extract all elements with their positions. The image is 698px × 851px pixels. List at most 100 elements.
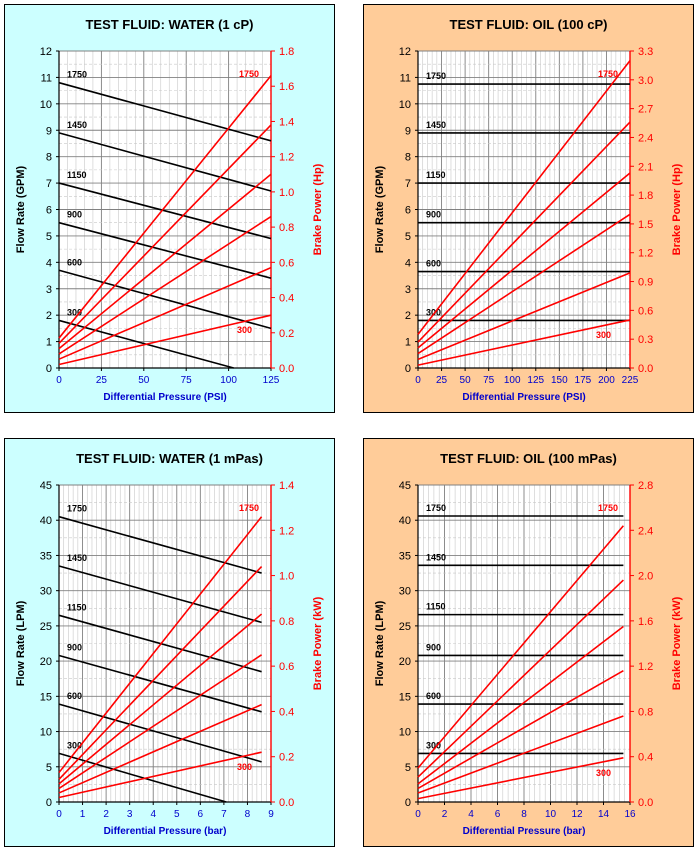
flow-label: 600 xyxy=(426,259,441,269)
flow-label: 600 xyxy=(67,257,82,267)
x-tick-label: 9 xyxy=(268,809,274,820)
y2-tick-label: 1.2 xyxy=(638,248,653,260)
y-tick-label: 6 xyxy=(46,205,52,217)
flow-label: 1450 xyxy=(426,120,446,130)
y2-tick-label: 2.4 xyxy=(638,525,653,537)
x-tick-label: 2 xyxy=(103,809,109,820)
power-line-4 xyxy=(58,215,272,355)
chart-plot: 0 25 50 75 100 12501234567891011120.00.20.40.… xyxy=(15,46,324,403)
y-tick-label: 10 xyxy=(399,727,411,739)
power-label: 1750 xyxy=(598,69,618,79)
power-line-2 xyxy=(58,124,272,344)
flow-label: 1150 xyxy=(67,602,87,612)
y-tick-label: 25 xyxy=(399,621,411,633)
y2-tick-label: 1.8 xyxy=(279,46,294,58)
flow-label: 300 xyxy=(426,307,441,317)
chart-title: TEST FLUID: WATER (1 cP) xyxy=(85,17,254,32)
y-tick-label: 40 xyxy=(399,515,411,527)
y2-tick-label: 2.8 xyxy=(638,480,653,492)
flow-line-1450 xyxy=(58,132,272,192)
x-tick-label: 8 xyxy=(521,809,527,820)
power-line-4 xyxy=(417,669,624,790)
y-axis-title: Flow Rate (GPM) xyxy=(374,165,386,253)
y-tick-label: 5 xyxy=(405,231,411,243)
power-line-1 xyxy=(417,60,631,335)
flow-label: 600 xyxy=(67,691,82,701)
y-tick-label: 9 xyxy=(46,125,52,137)
flow-line-1450 xyxy=(58,565,262,624)
y-tick-label: 20 xyxy=(40,656,52,668)
flow-line-900 xyxy=(58,654,262,713)
flow-line-1750 xyxy=(58,81,272,142)
x-tick-label: 100 xyxy=(220,375,237,386)
x-axis-title: Differential Pressure (bar) xyxy=(463,826,586,837)
power-label: 300 xyxy=(596,768,611,778)
power-line-5 xyxy=(417,715,624,794)
power-line-1 xyxy=(417,525,624,769)
flow-label: 900 xyxy=(426,210,441,220)
x-tick-label: 14 xyxy=(598,809,610,820)
y-tick-label: 30 xyxy=(40,586,52,598)
chart-title: TEST FLUID: OIL (100 mPas) xyxy=(440,451,617,466)
y2-tick-label: 0.6 xyxy=(279,257,294,269)
y-tick-label: 0 xyxy=(46,363,52,375)
chart-title: TEST FLUID: WATER (1 mPas) xyxy=(76,451,263,466)
x-tick-label: 150 xyxy=(551,375,568,386)
y-tick-label: 5 xyxy=(46,762,52,774)
x-tick-label: 6 xyxy=(198,809,204,820)
y-tick-label: 10 xyxy=(40,99,52,111)
y2-tick-label: 0.8 xyxy=(279,222,294,234)
flow-label: 1450 xyxy=(67,120,87,130)
y-axis-title: Flow Rate (GPM) xyxy=(15,165,27,253)
x-tick-label: 0 xyxy=(56,375,62,386)
power-line-6 xyxy=(417,757,624,800)
y2-tick-label: 1.4 xyxy=(279,116,294,128)
power-line-3 xyxy=(58,613,263,785)
y-tick-label: 2 xyxy=(46,310,52,322)
flow-label: 1150 xyxy=(67,170,87,180)
y-tick-label: 7 xyxy=(405,178,411,190)
y-tick-label: 40 xyxy=(40,515,52,527)
power-label: 300 xyxy=(237,325,252,335)
flow-label: 1750 xyxy=(67,70,87,80)
y-tick-label: 30 xyxy=(399,586,411,598)
power-line-1 xyxy=(58,75,272,339)
y2-tick-label: 0.0 xyxy=(638,797,653,809)
y-tick-label: 1 xyxy=(405,337,411,349)
chart-panel-oil-imperial: TEST FLUID: OIL (100 cP) 0 25 50 75 100 125 15… xyxy=(363,4,694,413)
y2-tick-label: 0.4 xyxy=(638,752,653,764)
y2-tick-label: 0.6 xyxy=(279,661,294,673)
x-tick-label: 4 xyxy=(150,809,156,820)
y-tick-label: 10 xyxy=(399,99,411,111)
y2-tick-label: 2.0 xyxy=(638,571,653,583)
power-label: 300 xyxy=(237,762,252,772)
y2-tick-label: 1.0 xyxy=(279,571,294,583)
power-line-2 xyxy=(58,565,263,780)
y-axis-title: Flow Rate (LPM) xyxy=(374,600,386,686)
y2-axis-title: Brake Power (kW) xyxy=(312,596,324,690)
y2-tick-label: 0.2 xyxy=(279,328,294,340)
power-line-6 xyxy=(58,751,262,799)
x-tick-label: 75 xyxy=(181,375,193,386)
y-tick-label: 4 xyxy=(405,257,411,269)
x-tick-label: 8 xyxy=(245,809,251,820)
power-line-2 xyxy=(417,121,631,343)
y-tick-label: 7 xyxy=(46,178,52,190)
x-axis-title: Differential Pressure (PSI) xyxy=(103,392,226,403)
y-tick-label: 0 xyxy=(405,797,411,809)
power-line-6 xyxy=(417,319,631,366)
y2-tick-label: 0.2 xyxy=(279,752,294,764)
y-tick-label: 35 xyxy=(40,550,52,562)
y2-tick-label: 0.8 xyxy=(279,616,294,628)
y-tick-label: 8 xyxy=(46,152,52,164)
power-line-2 xyxy=(417,579,624,778)
y2-tick-label: 0.0 xyxy=(279,797,294,809)
flow-label: 1450 xyxy=(67,553,87,563)
x-tick-label: 25 xyxy=(96,375,108,386)
power-line-3 xyxy=(417,625,624,785)
flow-label: 1150 xyxy=(426,602,446,612)
x-tick-label: 2 xyxy=(442,809,448,820)
chart-plot: 0 2 4 6 8 10 12 14 16 0 5 10 15 20 25 30 35 40 45 0.0 0.4 0.8… xyxy=(374,480,683,837)
x-tick-label: 0 xyxy=(415,375,421,386)
power-line-5 xyxy=(58,266,272,360)
